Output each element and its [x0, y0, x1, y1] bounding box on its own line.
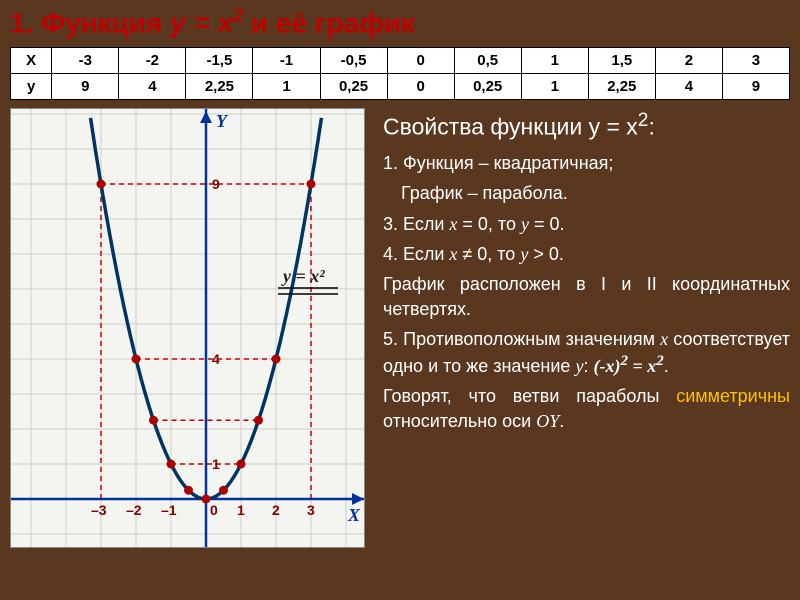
x-cell: -0,5: [320, 48, 387, 74]
prop-1b: График – парабола.: [383, 181, 790, 205]
prop-6: Говорят, что ветви параболы симметричны …: [383, 384, 790, 433]
properties-panel: Свойства функции y = x2: 1. Функция – кв…: [365, 108, 790, 548]
x-cell: 1: [521, 48, 588, 74]
table-row-y: y 9 4 2,25 1 0,25 0 0,25 1 2,25 4 9: [11, 74, 790, 100]
page-title: 1. Функция y = x2 и её график: [0, 0, 800, 47]
x-cell: -2: [119, 48, 186, 74]
prop-4: 4. Если x ≠ 0, то y > 0.: [383, 242, 790, 266]
graph-panel: –3–2–11230149XYy = x²: [10, 108, 365, 548]
svg-text:1: 1: [212, 456, 220, 472]
x-cell: -1: [253, 48, 320, 74]
y-cell: 1: [521, 74, 588, 100]
prop-3: 3. Если x = 0, то y = 0.: [383, 212, 790, 236]
svg-text:4: 4: [212, 351, 220, 367]
y-cell: 4: [119, 74, 186, 100]
title-suffix: и её график: [243, 7, 415, 38]
x-cell: -1,5: [186, 48, 253, 74]
x-cell: 0: [387, 48, 454, 74]
svg-text:–1: –1: [161, 502, 177, 518]
x-header: X: [11, 48, 52, 74]
svg-text:y = x²: y = x²: [281, 266, 325, 286]
x-cell: 3: [722, 48, 789, 74]
svg-text:9: 9: [212, 176, 220, 192]
value-table: X -3 -2 -1,5 -1 -0,5 0 0,5 1 1,5 2 3 y 9…: [10, 47, 790, 100]
properties-heading: Свойства функции y = x2:: [383, 108, 790, 143]
prop-1a: 1. Функция – квадратичная;: [383, 151, 790, 175]
y-cell: 9: [722, 74, 789, 100]
svg-text:–2: –2: [126, 502, 142, 518]
x-cell: 0,5: [454, 48, 521, 74]
y-cell: 1: [253, 74, 320, 100]
svg-text:0: 0: [210, 502, 218, 518]
x-cell: 2: [655, 48, 722, 74]
prop-4b: График расположен в I и II координатных …: [383, 272, 790, 321]
y-cell: 2,25: [588, 74, 655, 100]
svg-text:2: 2: [272, 502, 280, 518]
prop-5: 5. Противоположным значениям x соответст…: [383, 327, 790, 379]
y-cell: 9: [52, 74, 119, 100]
y-cell: 0: [387, 74, 454, 100]
y-cell: 0,25: [320, 74, 387, 100]
y-cell: 0,25: [454, 74, 521, 100]
y-header: y: [11, 74, 52, 100]
parabola-chart: –3–2–11230149XYy = x²: [10, 108, 365, 548]
svg-text:X: X: [347, 505, 361, 525]
y-cell: 2,25: [186, 74, 253, 100]
svg-text:–3: –3: [91, 502, 107, 518]
y-cell: 4: [655, 74, 722, 100]
title-equation: y = x2: [170, 7, 243, 38]
svg-text:1: 1: [237, 502, 245, 518]
title-prefix: 1. Функция: [10, 7, 170, 38]
table-row-x: X -3 -2 -1,5 -1 -0,5 0 0,5 1 1,5 2 3: [11, 48, 790, 74]
svg-text:3: 3: [307, 502, 315, 518]
x-cell: -3: [52, 48, 119, 74]
x-cell: 1,5: [588, 48, 655, 74]
